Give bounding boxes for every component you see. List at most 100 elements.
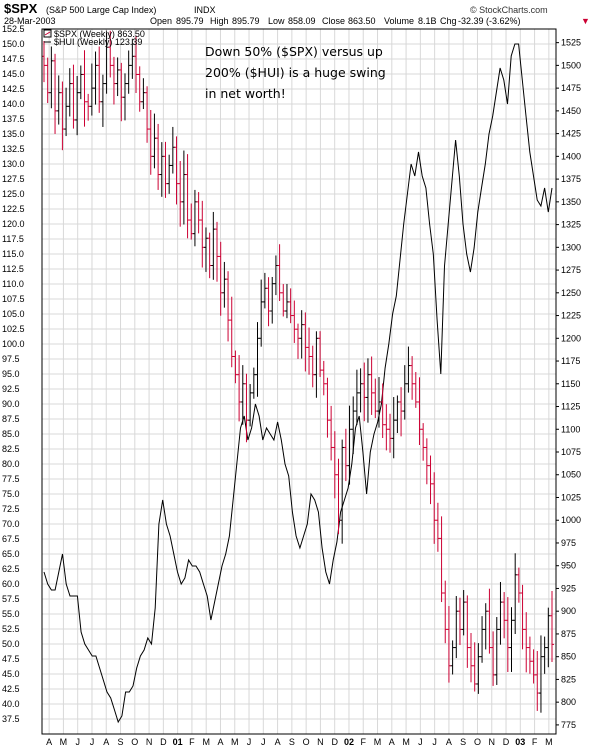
right-tick-label: 800	[561, 697, 576, 707]
left-tick-label: 135.0	[2, 129, 25, 139]
spx-bar	[498, 581, 503, 645]
left-tick-label: 152.5	[2, 24, 25, 34]
right-tick-label: 1450	[561, 106, 581, 116]
high-label: High	[210, 16, 229, 26]
spx-series	[42, 30, 554, 713]
x-tick-label: S	[118, 737, 124, 747]
chg-value: -32.39 (-3.62%)	[458, 16, 521, 26]
left-tick-label: 37.5	[2, 714, 20, 724]
spx-bar	[340, 439, 345, 544]
spx-bar	[237, 355, 242, 422]
left-tick-label: 112.5	[2, 264, 24, 274]
left-tick-label: 150.0	[2, 39, 25, 49]
spx-bar	[362, 362, 367, 422]
x-tick-label: J	[261, 737, 266, 747]
spx-bar	[365, 358, 370, 423]
right-axis: 775 800 825 850 875 900 925 950 975 1000 1025 1050 1…	[556, 38, 581, 730]
spx-bar	[384, 404, 389, 451]
spx-bar	[86, 93, 91, 121]
annotation-line-3: in net worth!	[205, 86, 286, 101]
spx-bar	[494, 617, 499, 685]
spx-bar	[196, 192, 201, 234]
spx-bar	[329, 405, 334, 461]
spx-bar	[71, 64, 76, 129]
right-tick-label: 900	[561, 606, 576, 616]
left-tick-label: 62.5	[2, 564, 20, 574]
spx-bar	[163, 141, 168, 198]
spx-bar	[520, 584, 525, 650]
spx-bar	[505, 597, 510, 673]
right-tick-label: 1350	[561, 197, 581, 207]
spx-bar	[148, 109, 153, 175]
spx-bar	[159, 142, 164, 197]
spx-bar	[509, 607, 514, 672]
spx-bar	[435, 502, 440, 552]
spx-bar	[288, 288, 293, 324]
right-tick-label: 1300	[561, 242, 581, 252]
volume-value: 8.1B	[418, 16, 437, 26]
close-label: Close	[322, 16, 345, 26]
left-tick-label: 75.0	[2, 489, 20, 499]
right-tick-label: 1050	[561, 470, 581, 480]
x-tick-label: O	[303, 737, 310, 747]
x-tick-label: O	[474, 737, 481, 747]
spx-bar	[417, 377, 422, 446]
x-tick-label: M	[60, 737, 68, 747]
right-tick-label: 1175	[561, 356, 580, 366]
spx-bar	[64, 87, 69, 137]
left-tick-label: 52.5	[2, 624, 20, 634]
left-tick-label: 125.0	[2, 189, 25, 199]
spx-bar	[538, 635, 543, 713]
spx-bar	[480, 616, 485, 663]
grid	[42, 28, 556, 734]
spx-bar	[332, 431, 337, 499]
legend-spx-mark	[44, 31, 51, 36]
chart-symbol: $SPX	[4, 1, 38, 16]
x-tick-label: S	[289, 737, 295, 747]
right-tick-label: 1000	[561, 515, 581, 525]
right-tick-label: 1475	[561, 83, 581, 93]
right-tick-label: 1500	[561, 60, 581, 70]
left-tick-label: 115.0	[2, 249, 24, 259]
left-tick-label: 122.5	[2, 204, 25, 214]
low-value: 858.09	[288, 16, 316, 26]
spx-bar	[111, 56, 116, 105]
spx-bar	[421, 423, 426, 461]
spx-bar	[126, 50, 131, 94]
spx-bar	[296, 323, 300, 359]
spx-bar	[432, 472, 437, 544]
spx-bar	[402, 365, 407, 420]
spx-bar	[277, 244, 282, 301]
spx-bar	[266, 277, 271, 327]
spx-bar	[152, 113, 157, 169]
chart-description: (S&P 500 Large Cap Index)	[46, 5, 156, 15]
x-tick-label: A	[217, 737, 223, 747]
left-tick-label: 67.5	[2, 534, 20, 544]
spx-bar	[192, 189, 197, 247]
spx-bar	[122, 73, 127, 121]
spx-bar	[284, 283, 289, 319]
left-tick-label: 130.0	[2, 159, 25, 169]
spx-bar	[93, 51, 98, 105]
spx-bar	[318, 331, 323, 377]
spx-bar	[546, 607, 551, 668]
x-tick-label: O	[131, 737, 138, 747]
spx-bar	[406, 346, 411, 393]
annotation-line-1: Down 50% ($SPX) versus up	[205, 44, 383, 59]
right-tick-label: 1075	[561, 447, 581, 457]
hui-line	[43, 43, 553, 724]
left-tick-label: 70.0	[2, 519, 20, 529]
spx-bar	[262, 272, 267, 309]
annotation: Down 50% ($SPX) versus up 200% ($HUI) is…	[205, 44, 386, 101]
spx-bar	[469, 632, 474, 683]
spx-bar	[53, 53, 58, 134]
spx-bar	[215, 221, 220, 282]
x-tick-label: M	[202, 737, 210, 747]
spx-bar	[336, 458, 341, 535]
spx-bar	[524, 612, 529, 673]
spx-bar	[97, 46, 102, 113]
spx-bar	[354, 369, 359, 425]
right-tick-label: 875	[561, 629, 576, 639]
left-axis: 37.5 40.0 42.5 45.0 47.5 50.0 52.5 55.0 57.5 60.0…	[2, 24, 25, 724]
spx-bar	[255, 322, 260, 397]
